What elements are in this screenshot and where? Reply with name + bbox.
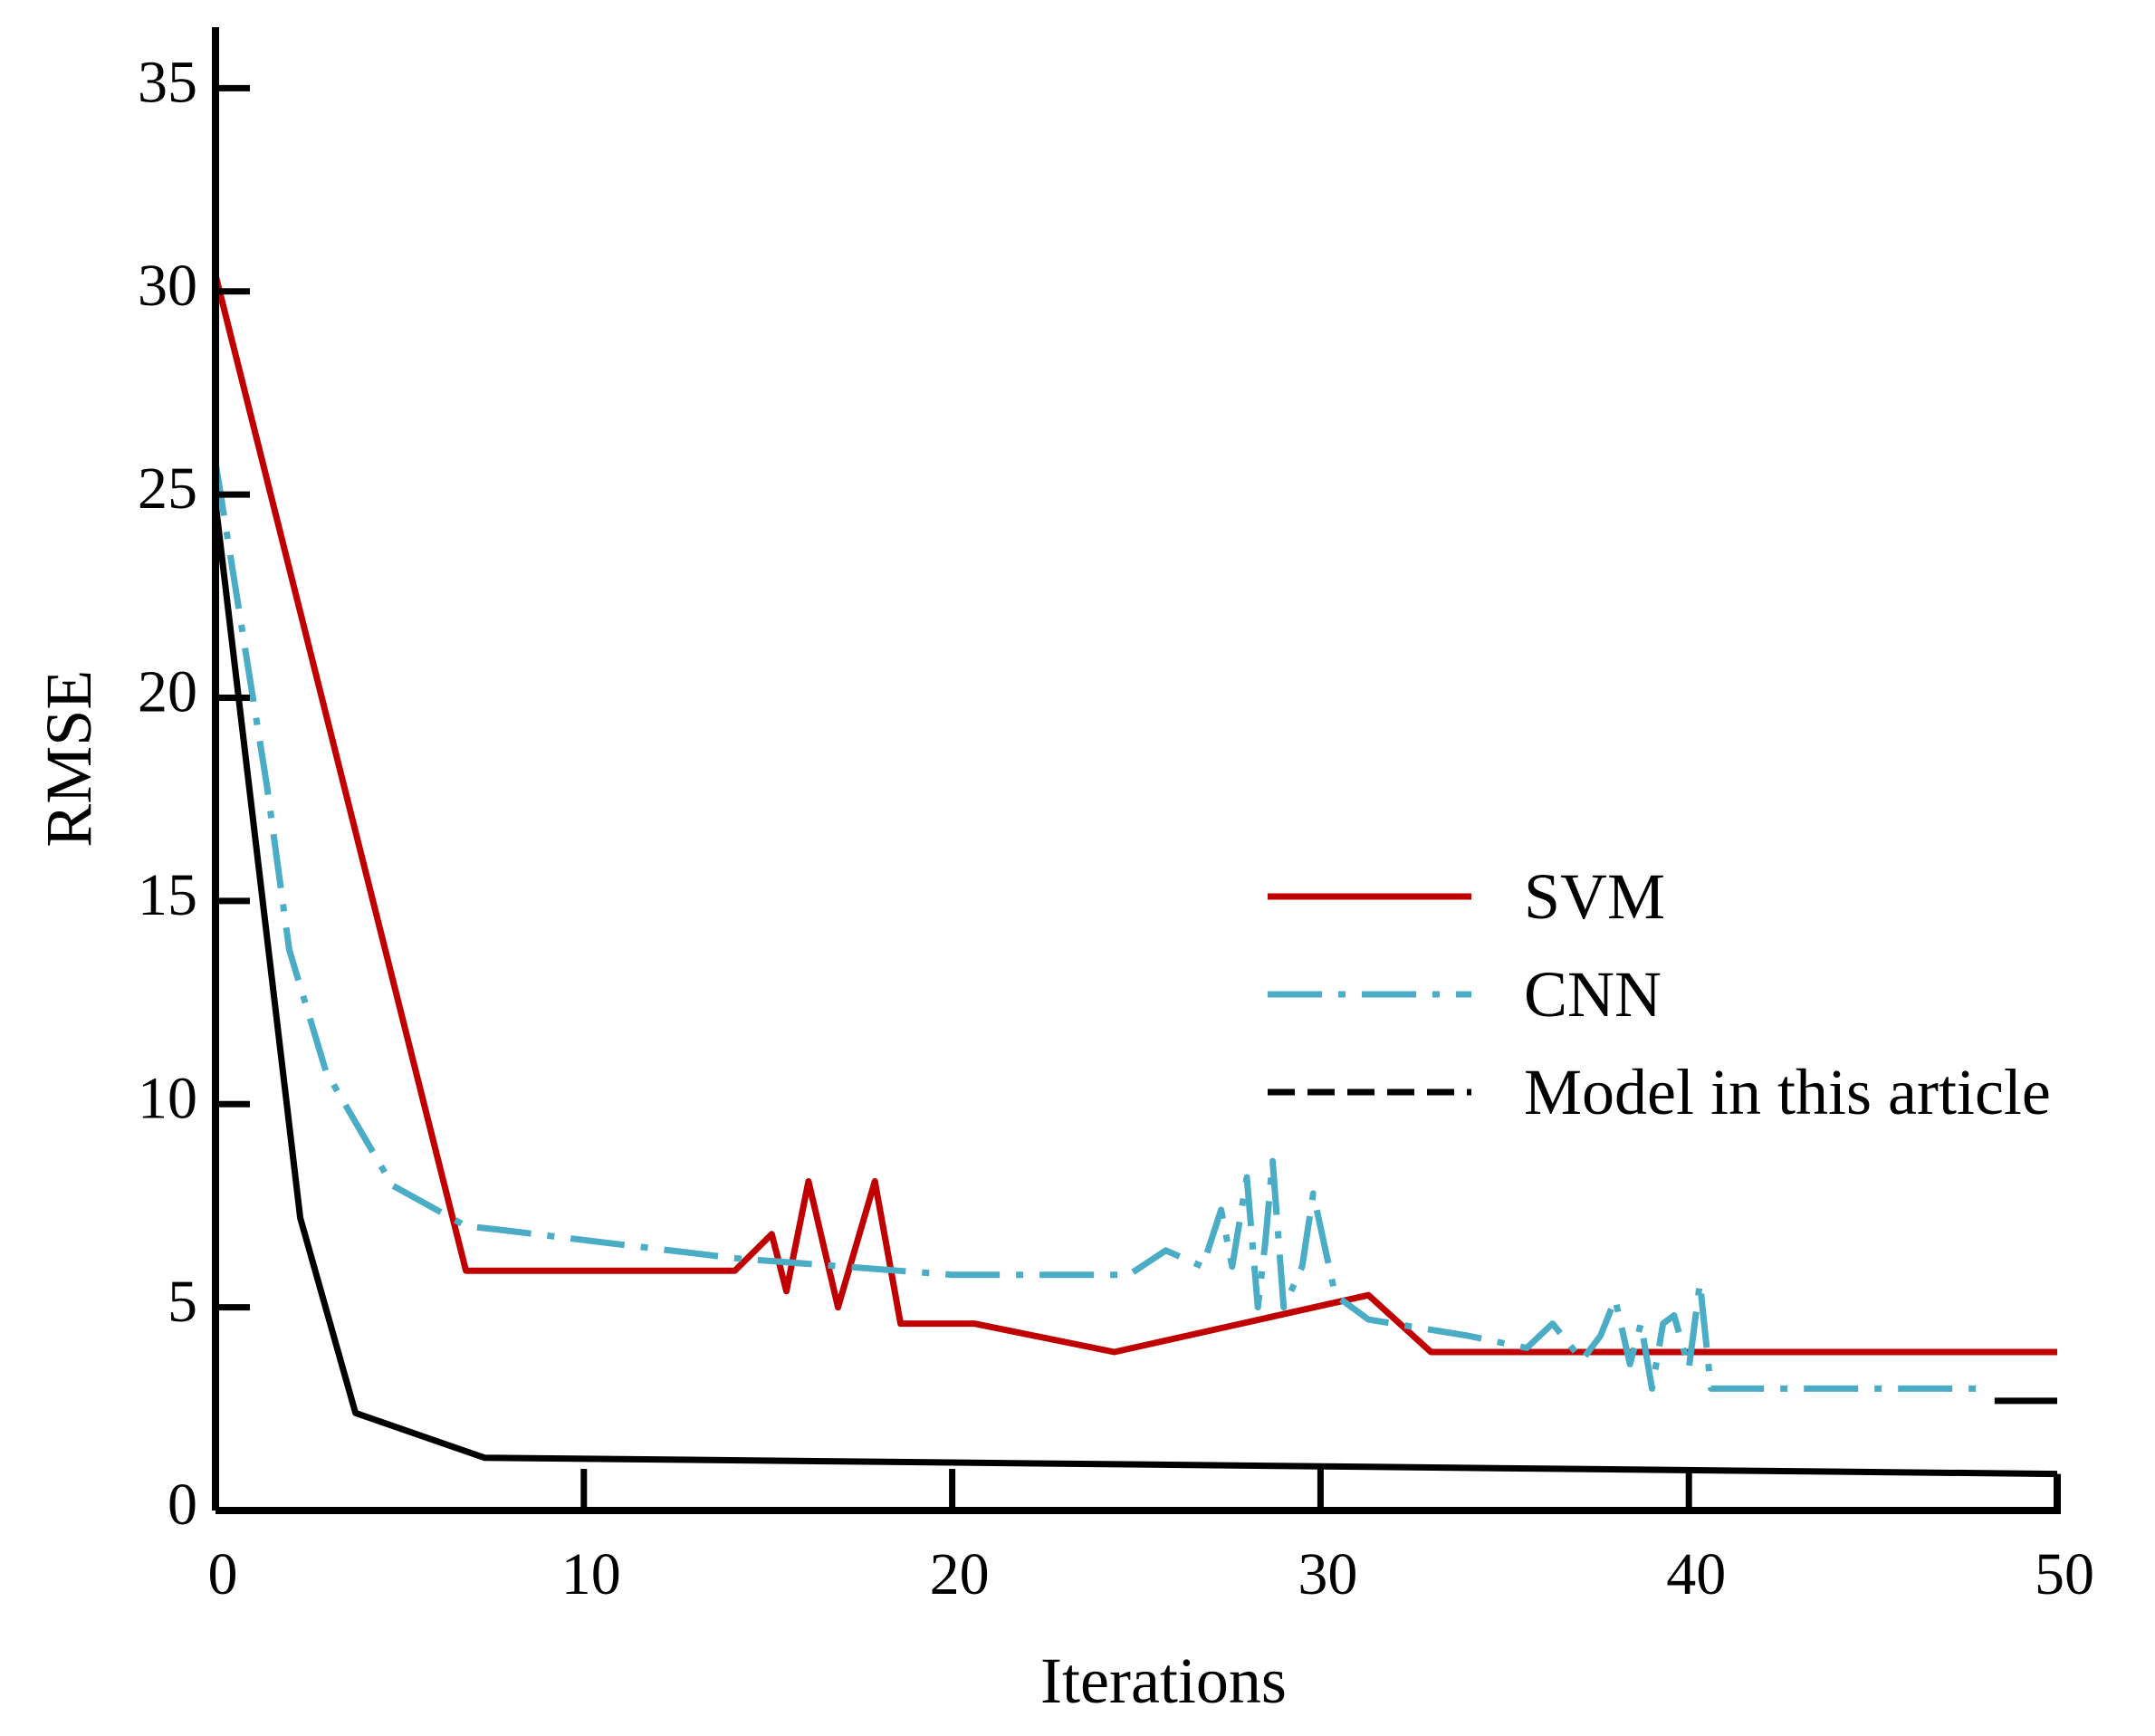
y-axis-title: RMSE <box>33 670 105 848</box>
axes-layer: 0 5 10 15 20 25 30 35 0 10 20 30 40 50 <box>138 27 2094 1607</box>
y-tick-label: 5 <box>168 1269 197 1335</box>
x-tick-label: 30 <box>1298 1541 1357 1607</box>
y-tick-label: 35 <box>138 49 197 115</box>
x-tick-label: 10 <box>561 1541 621 1607</box>
x-tick-label: 20 <box>930 1541 990 1607</box>
y-tick-label: 25 <box>138 456 197 522</box>
series-layer <box>212 273 2058 1478</box>
legend: SVM CNN Model in this article <box>1268 860 2051 1128</box>
legend-label-model-in-this-article: Model in this article <box>1524 1056 2051 1128</box>
series-line-svm <box>212 273 2057 1356</box>
y-tick-label: 15 <box>138 862 197 928</box>
x-tick-label: 40 <box>1666 1541 1726 1607</box>
x-axis-title: Iterations <box>1040 1645 1287 1717</box>
legend-label-svm: SVM <box>1524 860 1665 933</box>
y-tick-label: 30 <box>138 253 197 319</box>
y-tick-label: 20 <box>138 659 197 725</box>
x-tick-label: 50 <box>2035 1541 2094 1607</box>
series-line-model-in-this-article <box>212 502 2058 1478</box>
y-tick-label: 0 <box>168 1472 197 1538</box>
x-tick-label: 0 <box>208 1541 238 1607</box>
series-line-cnn <box>212 461 1984 1392</box>
legend-label-cnn: CNN <box>1524 958 1662 1031</box>
y-tick-label: 10 <box>138 1065 197 1131</box>
